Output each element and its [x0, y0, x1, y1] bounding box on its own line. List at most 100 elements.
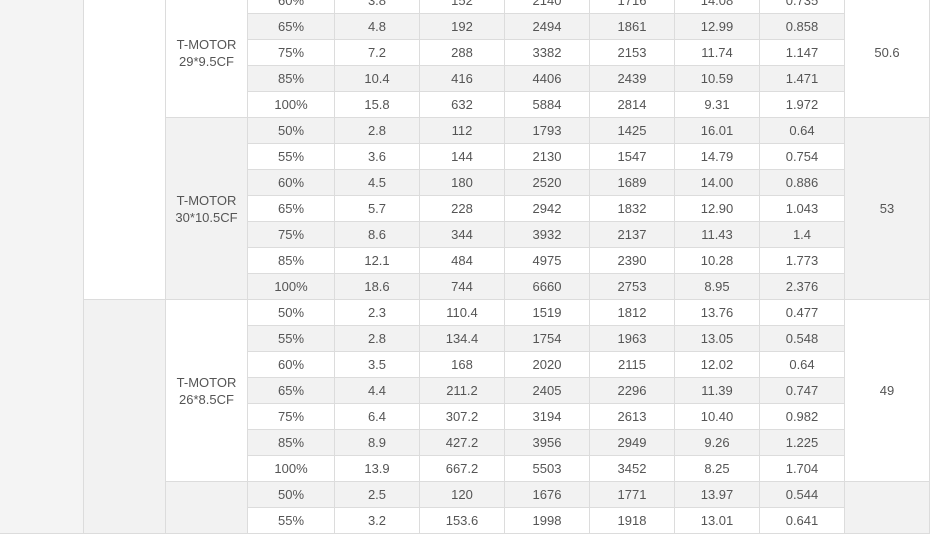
cell-rpm: 2115 [590, 352, 675, 378]
cell-power: 134.4 [420, 326, 505, 352]
cell-thrust: 3932 [505, 222, 590, 248]
cell-efficiency: 10.28 [675, 248, 760, 274]
cell-power: 153.6 [420, 508, 505, 534]
cell-rpm: 1812 [590, 300, 675, 326]
cell-throttle: 60% [248, 0, 335, 14]
cell-rpm: 1963 [590, 326, 675, 352]
cell-power: 180 [420, 170, 505, 196]
motor-cell-upper [84, 0, 166, 300]
cell-efficiency: 14.79 [675, 144, 760, 170]
cell-rpm: 1716 [590, 0, 675, 14]
cell-current: 13.9 [335, 456, 420, 482]
cell-current: 10.4 [335, 66, 420, 92]
cell-current: 2.8 [335, 118, 420, 144]
cell-power: 228 [420, 196, 505, 222]
cell-throttle: 75% [248, 40, 335, 66]
cell-thrust: 3956 [505, 430, 590, 456]
cell-rpm: 2949 [590, 430, 675, 456]
cell-power: 427.2 [420, 430, 505, 456]
cell-torque: 1.225 [760, 430, 845, 456]
cell-power: 152 [420, 0, 505, 14]
cell-power: 144 [420, 144, 505, 170]
cell-rpm: 2137 [590, 222, 675, 248]
cell-torque: 1.471 [760, 66, 845, 92]
max-temperature-cell: 49 [845, 300, 930, 482]
cell-current: 18.6 [335, 274, 420, 300]
propeller-cell: T-MOTOR 29*9.5CF [166, 0, 248, 118]
cell-efficiency: 11.39 [675, 378, 760, 404]
cell-rpm: 1832 [590, 196, 675, 222]
cell-torque: 0.641 [760, 508, 845, 534]
cell-efficiency: 13.05 [675, 326, 760, 352]
cell-thrust: 2130 [505, 144, 590, 170]
cell-efficiency: 10.59 [675, 66, 760, 92]
cell-efficiency: 12.99 [675, 14, 760, 40]
cell-throttle: 85% [248, 430, 335, 456]
cell-torque: 0.858 [760, 14, 845, 40]
cell-efficiency: 14.08 [675, 0, 760, 14]
cell-rpm: 1689 [590, 170, 675, 196]
cell-throttle: 65% [248, 14, 335, 40]
cell-thrust: 5503 [505, 456, 590, 482]
cell-throttle: 50% [248, 482, 335, 508]
cell-current: 12.1 [335, 248, 420, 274]
cell-efficiency: 11.43 [675, 222, 760, 248]
cell-thrust: 2405 [505, 378, 590, 404]
cell-throttle: 75% [248, 222, 335, 248]
cell-rpm: 3452 [590, 456, 675, 482]
cell-efficiency: 16.01 [675, 118, 760, 144]
cell-torque: 0.64 [760, 352, 845, 378]
cell-current: 3.8 [335, 0, 420, 14]
cell-thrust: 3194 [505, 404, 590, 430]
cell-torque: 0.548 [760, 326, 845, 352]
cell-current: 4.5 [335, 170, 420, 196]
cell-torque: 1.972 [760, 92, 845, 118]
cell-thrust: 3382 [505, 40, 590, 66]
cell-torque: 0.64 [760, 118, 845, 144]
cell-power: 667.2 [420, 456, 505, 482]
cell-current: 2.5 [335, 482, 420, 508]
propeller-cell [166, 482, 248, 534]
cell-throttle: 65% [248, 196, 335, 222]
max-temperature-cell: 53 [845, 118, 930, 300]
cell-power: 744 [420, 274, 505, 300]
cell-thrust: 4406 [505, 66, 590, 92]
cell-thrust: 2942 [505, 196, 590, 222]
cell-current: 7.2 [335, 40, 420, 66]
cell-throttle: 100% [248, 274, 335, 300]
cell-current: 3.2 [335, 508, 420, 534]
cell-rpm: 1918 [590, 508, 675, 534]
cell-throttle: 60% [248, 170, 335, 196]
cell-torque: 0.477 [760, 300, 845, 326]
cell-throttle: 60% [248, 352, 335, 378]
cell-rpm: 1861 [590, 14, 675, 40]
cell-current: 4.8 [335, 14, 420, 40]
cell-thrust: 1998 [505, 508, 590, 534]
cell-current: 8.6 [335, 222, 420, 248]
cell-throttle: 65% [248, 378, 335, 404]
cell-rpm: 2814 [590, 92, 675, 118]
cell-torque: 0.886 [760, 170, 845, 196]
cell-efficiency: 14.00 [675, 170, 760, 196]
cell-rpm: 2390 [590, 248, 675, 274]
cell-power: 416 [420, 66, 505, 92]
cell-current: 8.9 [335, 430, 420, 456]
cell-throttle: 50% [248, 118, 335, 144]
cell-rpm: 2613 [590, 404, 675, 430]
cell-thrust: 1793 [505, 118, 590, 144]
cell-throttle: 100% [248, 92, 335, 118]
cell-power: 288 [420, 40, 505, 66]
cell-efficiency: 11.74 [675, 40, 760, 66]
cell-current: 5.7 [335, 196, 420, 222]
cell-thrust: 2020 [505, 352, 590, 378]
cell-efficiency: 10.40 [675, 404, 760, 430]
cell-current: 3.5 [335, 352, 420, 378]
cell-rpm: 2153 [590, 40, 675, 66]
cell-rpm: 2296 [590, 378, 675, 404]
cell-torque: 1.147 [760, 40, 845, 66]
cell-efficiency: 9.31 [675, 92, 760, 118]
cell-torque: 1.043 [760, 196, 845, 222]
cell-torque: 0.735 [760, 0, 845, 14]
cell-throttle: 85% [248, 248, 335, 274]
